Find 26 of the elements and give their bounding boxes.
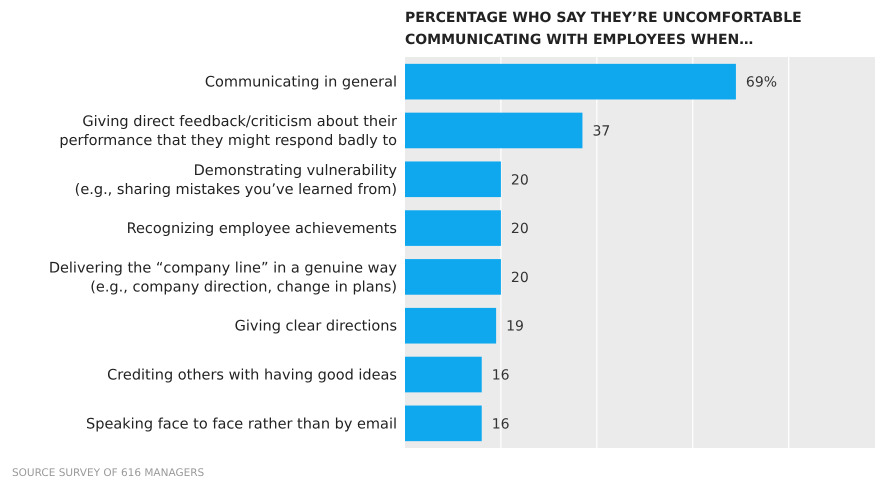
data-label: 16 bbox=[492, 416, 510, 432]
data-label: 20 bbox=[510, 270, 529, 286]
bar bbox=[405, 64, 736, 100]
bar bbox=[405, 161, 501, 198]
bar bbox=[405, 406, 482, 442]
data-label: 16 bbox=[492, 368, 510, 384]
y-tick-label: Recognizing employee achievements bbox=[126, 221, 397, 238]
data-label: 37 bbox=[592, 123, 610, 140]
bar bbox=[405, 210, 501, 246]
source-note: SOURCE SURVEY OF 616 MANAGERS bbox=[12, 467, 205, 479]
bar bbox=[405, 112, 582, 148]
y-tick-label: Demonstrating vulnerability (e.g., sharing mistakes you’ve learned from) bbox=[74, 162, 398, 198]
data-label: 20 bbox=[510, 221, 529, 238]
y-tick-label: Delivering the “company line” in a genuine way (e.g., company direction, change in plans) bbox=[48, 260, 398, 296]
chart-title: PERCENTAGE WHO SAY THEY’RE UNCOMFORTABLE COMMUNICATING WITH EMPLOYEES WHEN… bbox=[405, 10, 802, 48]
y-tick-label: Giving direct feedback/criticism about their performance that they might respond badly to bbox=[59, 114, 398, 149]
data-label: 20 bbox=[510, 172, 529, 188]
bar bbox=[405, 356, 482, 392]
y-tick-label: Crediting others with having good ideas bbox=[107, 368, 397, 384]
y-tick-label: Speaking face to face rather than by email bbox=[86, 416, 397, 432]
data-label: 69% bbox=[746, 74, 778, 91]
y-tick-label: Communicating in general bbox=[204, 74, 397, 91]
data-label: 19 bbox=[506, 318, 524, 335]
bar bbox=[405, 259, 501, 295]
y-tick-label: Giving clear directions bbox=[234, 318, 397, 335]
bar bbox=[405, 308, 496, 344]
